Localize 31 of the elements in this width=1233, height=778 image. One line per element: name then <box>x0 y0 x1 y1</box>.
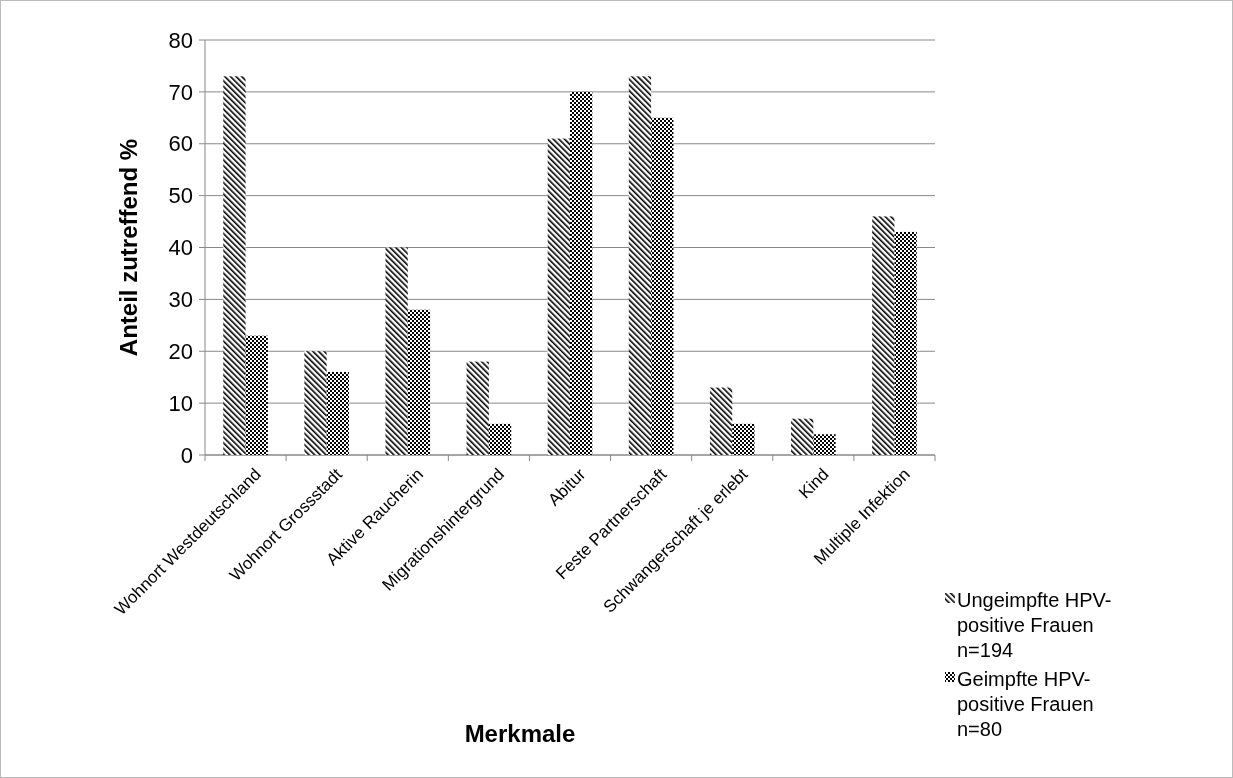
bar <box>628 76 652 455</box>
y-tick-label: 80 <box>168 27 193 53</box>
y-tick-label: 70 <box>168 79 193 105</box>
bar <box>872 216 895 455</box>
bar <box>304 351 327 455</box>
bar <box>466 361 489 455</box>
bar <box>385 247 408 455</box>
bar <box>245 335 268 455</box>
bar <box>488 423 512 455</box>
bar <box>570 91 593 455</box>
bar <box>547 138 570 455</box>
y-tick-label: 50 <box>168 183 193 209</box>
y-axis-title: Anteil zutreffend % <box>115 138 142 357</box>
legend-label: Ungeimpfte HPV-positive Frauen n=194 <box>957 589 1112 661</box>
bar <box>709 387 733 455</box>
bar <box>223 76 246 455</box>
x-axis-title: Merkmale <box>464 720 576 747</box>
y-tick-label: 10 <box>168 390 193 416</box>
y-tick-label: 40 <box>168 235 193 261</box>
bar <box>407 309 431 455</box>
y-tick-label: 0 <box>180 442 193 468</box>
bar <box>732 423 755 455</box>
y-tick-label: 60 <box>168 131 193 157</box>
bar <box>813 434 836 455</box>
bar <box>791 418 814 455</box>
bar <box>651 117 674 455</box>
y-tick-label: 30 <box>168 287 193 313</box>
legend-label: Geimpfte HPV-positive Frauen n=80 <box>957 668 1094 740</box>
bar <box>894 231 917 455</box>
y-tick-label: 20 <box>168 338 193 364</box>
bar <box>326 372 349 455</box>
